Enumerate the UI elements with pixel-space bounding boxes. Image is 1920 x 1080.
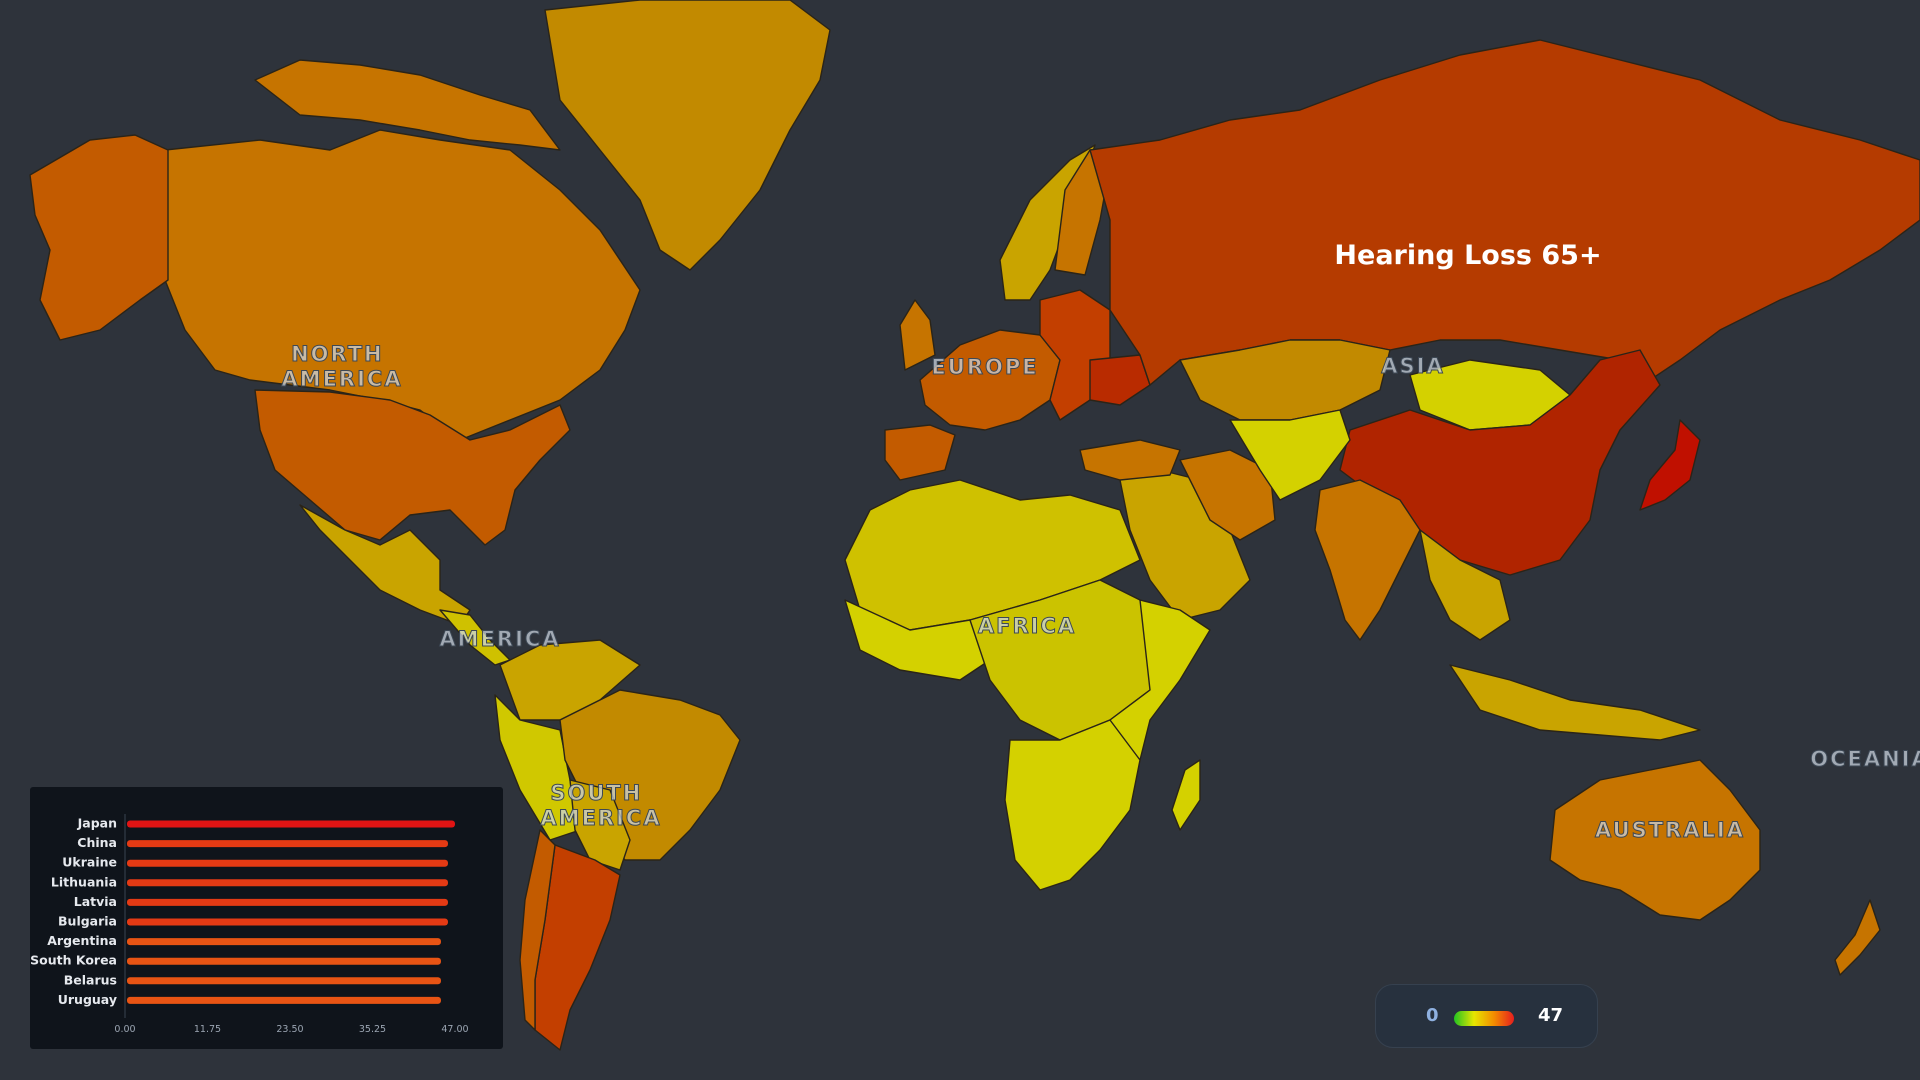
country-canada[interactable] [164, 129, 641, 441]
bar-label: Argentina [47, 933, 117, 948]
bar[interactable] [127, 957, 441, 965]
legend-min-value: 0 [1426, 1005, 1439, 1026]
continent-label-oceania: OCEANIA [1810, 747, 1920, 771]
bar-label: Ukraine [62, 855, 117, 870]
country-ukraine[interactable] [1089, 354, 1151, 406]
bar[interactable] [127, 859, 448, 867]
legend-gradient-bar [1454, 1011, 1514, 1026]
country-usa[interactable] [254, 389, 571, 546]
country-madagascar[interactable] [1171, 759, 1201, 831]
bar-chart-svg: Japan China Ukraine Lithuania Latvia Bulgaria… [30, 814, 469, 1035]
map-title: Hearing Loss 65+ [1334, 240, 1601, 271]
country-kazakhstan[interactable] [1179, 339, 1391, 421]
country-chile[interactable] [519, 829, 556, 1031]
x-tick-label: 35.25 [359, 1024, 386, 1035]
country-indonesia[interactable] [1449, 664, 1701, 741]
bar[interactable] [127, 918, 448, 926]
country-japan[interactable] [1639, 419, 1701, 511]
x-tick-label: 23.50 [276, 1024, 303, 1035]
country-iberia[interactable] [884, 424, 956, 481]
country-east-africa[interactable] [1109, 599, 1211, 761]
bar[interactable] [127, 996, 441, 1004]
country-uk[interactable] [899, 299, 936, 371]
country-colombia-venezuela[interactable] [499, 639, 641, 721]
legend-max-value: 47 [1538, 1005, 1564, 1026]
top-countries-bar-chart: Japan China Ukraine Lithuania Latvia Bulgaria… [30, 787, 503, 1049]
bar-label: Uruguay [58, 992, 117, 1007]
country-central-asia[interactable] [1229, 409, 1351, 501]
x-tick-label: 11.75 [194, 1024, 221, 1035]
bar[interactable] [127, 898, 448, 906]
bar-label: Japan [77, 816, 117, 831]
color-scale-legend: 0 47 [1375, 984, 1598, 1048]
continent-label-south-america: SOUTH AMERICA [540, 781, 661, 830]
country-iran[interactable] [1179, 449, 1276, 541]
continent-label-north-america: NORTH AMERICA [281, 342, 402, 391]
country-southern-africa[interactable] [1004, 719, 1141, 891]
country-greenland[interactable] [544, 0, 831, 271]
bar-label: Belarus [64, 972, 117, 987]
bar[interactable] [127, 977, 441, 985]
bar[interactable] [127, 820, 455, 828]
country-new-zealand[interactable] [1834, 899, 1881, 976]
country-west-africa[interactable] [844, 599, 991, 681]
bar-label: Lithuania [51, 874, 117, 889]
bar-label: South Korea [30, 953, 117, 968]
country-mexico[interactable] [299, 504, 471, 626]
bar[interactable] [127, 879, 448, 887]
continent-label-africa: AFRICA [978, 614, 1076, 638]
country-southeast-asia[interactable] [1419, 529, 1511, 641]
continent-label-central-america: AMERICA [439, 627, 560, 651]
country-alaska[interactable] [29, 134, 169, 341]
country-arctic-islands[interactable] [254, 59, 561, 151]
bar[interactable] [127, 938, 441, 946]
bar-label: Bulgaria [58, 914, 117, 929]
continent-label-australia: AUSTRALIA [1595, 818, 1745, 842]
x-tick-label: 47.00 [441, 1024, 468, 1035]
country-india[interactable] [1314, 479, 1421, 641]
bar-label: Latvia [74, 894, 117, 909]
country-turkey[interactable] [1079, 439, 1181, 481]
bar-label: China [77, 835, 117, 850]
country-australia[interactable] [1549, 759, 1761, 921]
country-bolivia-paraguay[interactable] [569, 779, 631, 871]
country-middle-east[interactable] [1119, 469, 1251, 621]
x-tick-label: 0.00 [114, 1024, 135, 1035]
continent-label-asia: ASIA [1381, 354, 1444, 378]
continent-label-europe: EUROPE [931, 355, 1038, 379]
bar[interactable] [127, 840, 448, 848]
